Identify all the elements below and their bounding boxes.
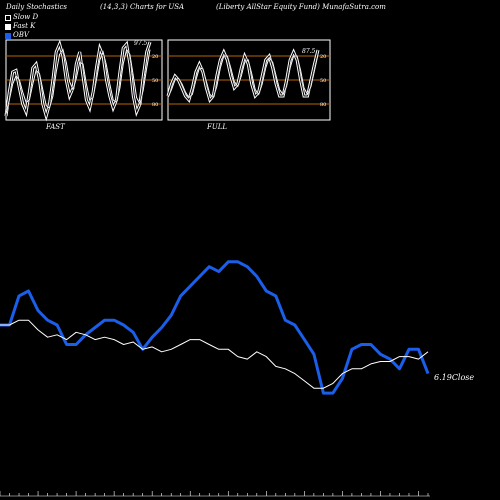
fast-last-value-label: 97.5 xyxy=(134,40,148,47)
obv-line xyxy=(0,260,430,395)
legend-item-fast: Fast K xyxy=(5,22,38,31)
fast-panel-label: FAST xyxy=(46,123,65,131)
fast-ytick-label: 50 xyxy=(152,78,158,84)
legend-item-slow: Slow D xyxy=(5,13,38,22)
fast-series-line xyxy=(5,41,151,118)
legend-label-obv: OBV xyxy=(13,31,29,39)
fast-ytick-label: 20 xyxy=(152,54,158,60)
close-price-label: 6.19Close xyxy=(434,373,475,382)
fast-ytick-label: 80 xyxy=(152,102,158,108)
legend-swatch-fast xyxy=(5,23,11,30)
legend: Slow D Fast K OBV xyxy=(5,13,38,40)
full-ytick-label: 20 xyxy=(320,54,326,60)
fast-series-line xyxy=(5,48,151,114)
chart-title-right: (Liberty AllStar Equity Fund) MunafaSutr… xyxy=(216,3,386,11)
full-ytick-label: 50 xyxy=(320,78,326,84)
legend-label-slow: Slow D xyxy=(13,13,39,21)
full-last-value-label: 87.5 xyxy=(302,48,316,55)
legend-item-obv: OBV xyxy=(5,31,38,40)
full-series-line xyxy=(167,54,319,99)
full-ytick-label: 80 xyxy=(320,102,326,108)
chart-title-left: Daily Stochastics xyxy=(6,3,68,11)
full-panel-label: FULL xyxy=(207,123,228,131)
full-series-line xyxy=(167,49,319,102)
chart-title-middle: (14,3,3) Charts for USA xyxy=(100,3,185,11)
price-line xyxy=(0,319,429,389)
legend-label-fast: Fast K xyxy=(13,22,36,30)
legend-swatch-slow xyxy=(5,14,11,21)
legend-swatch-obv xyxy=(5,32,11,39)
